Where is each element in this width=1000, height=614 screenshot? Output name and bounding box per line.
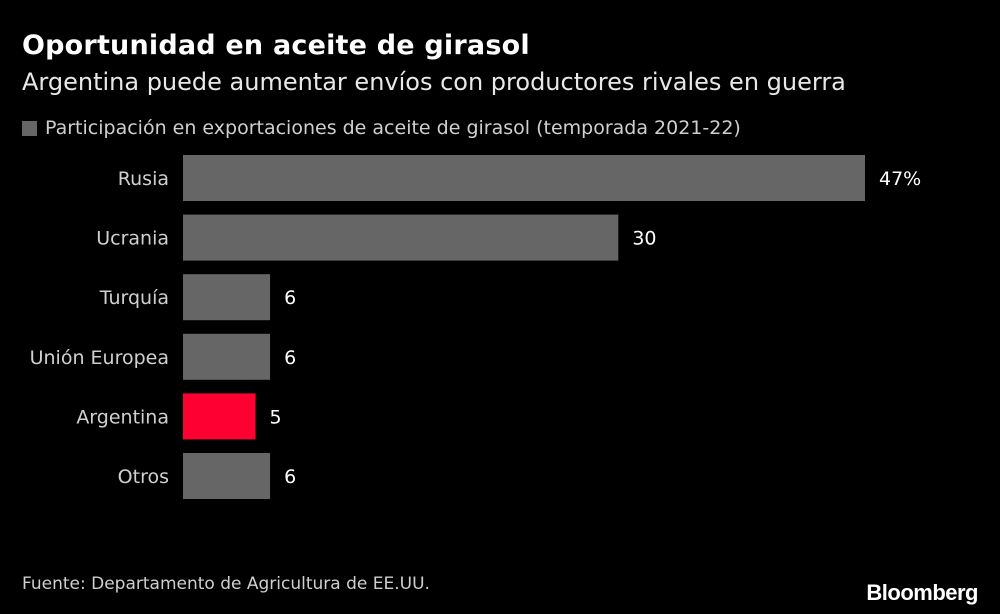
bar-rusia	[183, 155, 865, 201]
category-label-rusia: Rusia	[118, 168, 169, 190]
bar-otros	[183, 453, 271, 499]
source-note: Fuente: Departamento de Agricultura de E…	[22, 574, 430, 594]
bar-union-europea	[183, 333, 271, 380]
category-label-union-europea: Unión Europea	[30, 347, 169, 369]
bar-chart: Rusia 47% Ucrania 30 Turquía 6 Unión Europea 6 A…	[30, 155, 921, 499]
bar-argentina	[183, 393, 256, 440]
category-label-argentina: Argentina	[76, 406, 169, 428]
value-label-argentina: 5	[270, 406, 282, 428]
legend-label: Participación en exportaciones de aceite…	[45, 117, 741, 139]
value-label-otros: 6	[284, 466, 296, 488]
value-label-turquia: 6	[284, 287, 296, 309]
category-label-otros: Otros	[118, 466, 169, 488]
bar-ucrania	[183, 214, 619, 261]
chart-subtitle: Argentina puede aumentar envíos con prod…	[22, 68, 846, 96]
value-label-ucrania: 30	[632, 228, 656, 250]
value-label-rusia: 47%	[879, 168, 921, 190]
bloomberg-logo: Bloomberg	[866, 580, 978, 605]
legend: Participación en exportaciones de aceite…	[22, 117, 741, 139]
legend-swatch	[22, 120, 37, 136]
category-label-turquia: Turquía	[99, 287, 169, 309]
value-label-union-europea: 6	[284, 347, 296, 369]
bar-turquia	[183, 274, 271, 321]
category-label-ucrania: Ucrania	[96, 228, 169, 250]
chart-title: Oportunidad en aceite de girasol	[22, 30, 530, 61]
